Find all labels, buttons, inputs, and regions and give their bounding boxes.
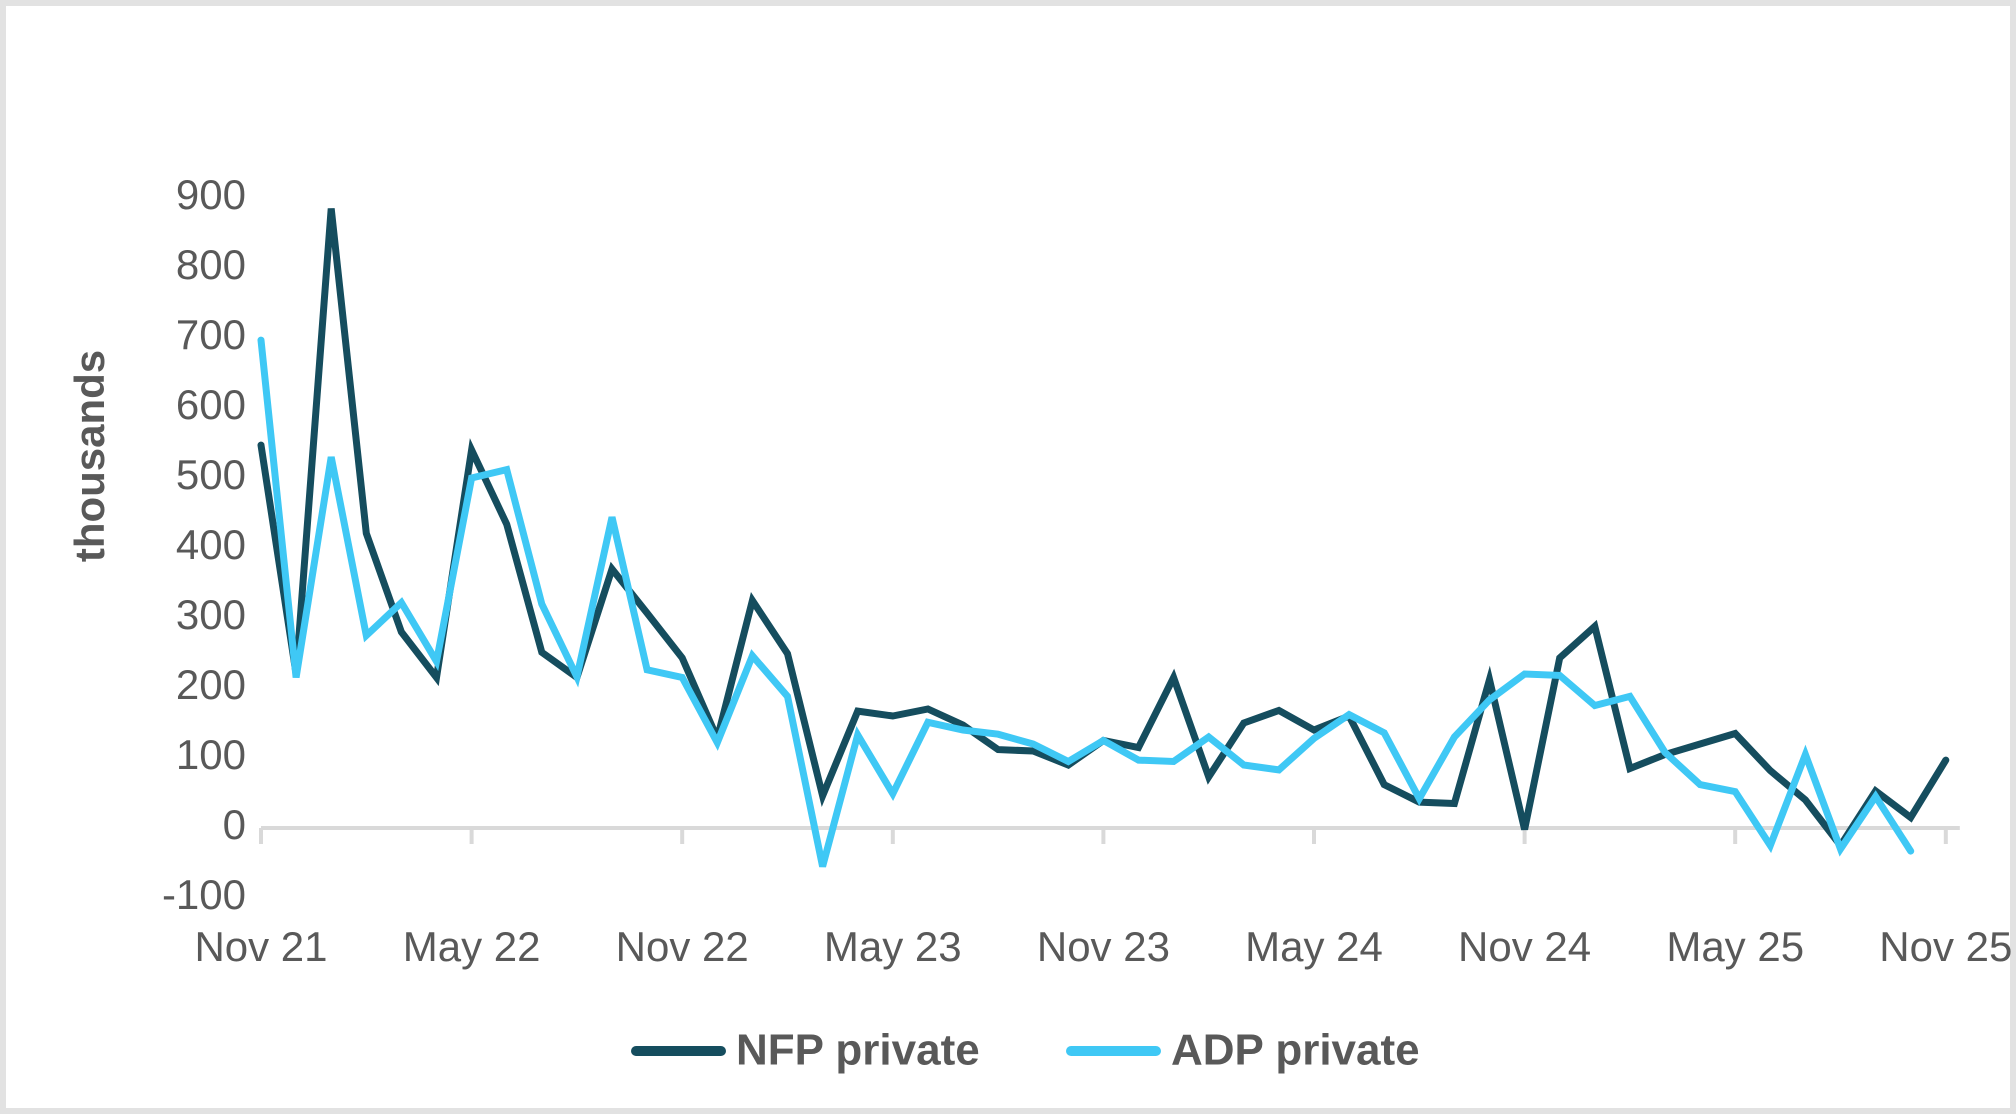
- y-tick-label: 600: [176, 381, 246, 428]
- y-tick-label: -100: [162, 871, 246, 918]
- y-tick-label: 900: [176, 171, 246, 218]
- y-tick-label: 400: [176, 521, 246, 568]
- x-tick-label: May 24: [1245, 923, 1383, 970]
- x-tick-label: Nov 22: [616, 923, 749, 970]
- y-axis-title-text: thousands: [66, 350, 113, 562]
- series-line-nfp-private: [257, 208, 1950, 852]
- x-axis: [259, 826, 1960, 844]
- x-axis-tick-labels: Nov 21 May 22 Nov 22 May 23 Nov 23 May 24 Nov …: [194, 923, 2012, 970]
- x-tick-label: Nov 24: [1458, 923, 1591, 970]
- chart-canvas: -100 0 100 200 300 400 500 600 700 800 900 thousan…: [66, 171, 2012, 1075]
- y-tick-label: 700: [176, 311, 246, 358]
- x-tick-label: Nov 23: [1037, 923, 1170, 970]
- x-tick-label: May 23: [824, 923, 962, 970]
- y-tick-label: 0: [223, 801, 246, 848]
- line-chart: -100 0 100 200 300 400 500 600 700 800 900 thousan…: [6, 6, 2016, 1120]
- y-tick-label: 800: [176, 241, 246, 288]
- series-line-adp-private: [257, 336, 1915, 868]
- x-tick-label: May 25: [1666, 923, 1804, 970]
- y-tick-label: 300: [176, 591, 246, 638]
- y-tick-label: 200: [176, 661, 246, 708]
- y-axis-tick-labels: -100 0 100 200 300 400 500 600 700 800 900: [162, 171, 246, 918]
- y-tick-label: 500: [176, 451, 246, 498]
- chart-legend: NFP private ADP private: [631, 1026, 1420, 1075]
- legend-label-nfp-private: NFP private: [736, 1026, 980, 1075]
- y-tick-label: 100: [176, 731, 246, 778]
- x-tick-label: May 22: [403, 923, 541, 970]
- x-tick-label: Nov 25: [1879, 923, 2012, 970]
- legend-label-adp-private: ADP private: [1171, 1026, 1420, 1075]
- data-series-group: [257, 208, 1950, 868]
- x-tick-label: Nov 21: [194, 923, 327, 970]
- y-axis-title: thousands: [66, 350, 113, 562]
